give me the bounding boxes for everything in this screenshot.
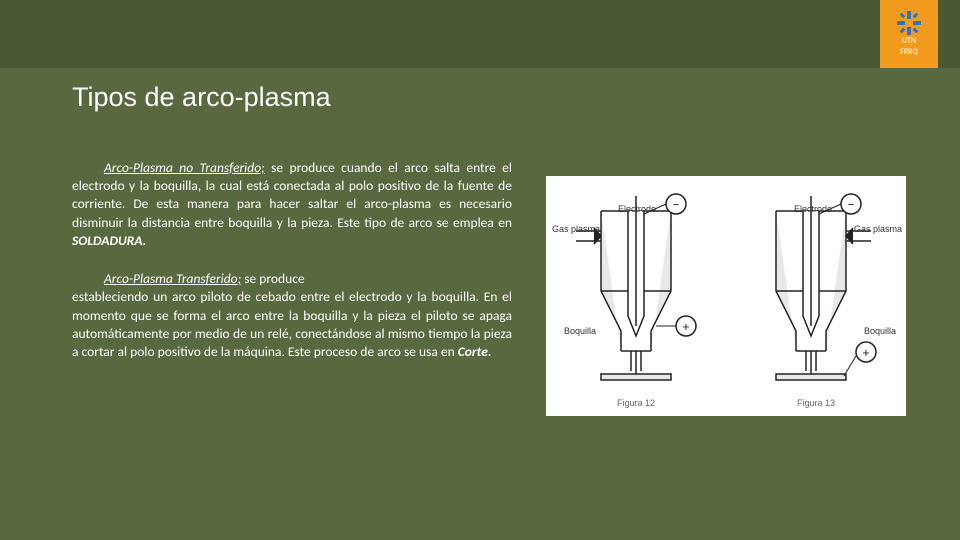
logo-badge: UTN FRRQ xyxy=(880,0,938,68)
svg-text:−: − xyxy=(673,196,680,213)
svg-text:+: + xyxy=(863,346,870,361)
label-boquilla-r: Boquilla xyxy=(864,326,896,336)
label-boquilla-l: Boquilla xyxy=(564,326,596,336)
paragraph-1: Arco-Plasma no Transferido; se produce c… xyxy=(72,159,512,250)
content-area: Tipos de arco-plasma Arco-Plasma no Tran… xyxy=(72,82,920,510)
figure-12: − + Electrodo Gas plasma Boquilla Figura… xyxy=(546,176,726,416)
label-gas-r: Gas plasma xyxy=(854,224,902,234)
figure-13-caption: Figura 13 xyxy=(726,398,906,408)
figure-12-caption: Figura 12 xyxy=(546,398,726,408)
label-electrodo-r: Electrodo xyxy=(794,204,832,214)
para1-bold: SOLDADURA. xyxy=(72,232,146,249)
figure-column: − + Electrodo Gas plasma Boquilla Figura… xyxy=(532,82,920,510)
utn-logo-icon xyxy=(897,11,921,35)
slide-title: Tipos de arco-plasma xyxy=(72,82,512,113)
para2-lead: se produce xyxy=(241,270,304,287)
logo-text-line1: UTN xyxy=(902,37,916,46)
header-band xyxy=(0,0,960,68)
svg-text:+: + xyxy=(683,320,690,335)
logo-text-line2: FRRQ xyxy=(900,48,918,57)
label-electrodo-l: Electrodo xyxy=(618,204,656,214)
figure-13: − + Electrodo Gas plasma Boquilla Figura… xyxy=(726,176,906,416)
paragraph-2: Arco-Plasma Transferido; se produceestab… xyxy=(72,270,512,361)
svg-text:−: − xyxy=(848,196,855,213)
para2-body: estableciendo un arco piloto de cebado e… xyxy=(72,288,512,360)
label-gas-l: Gas plasma xyxy=(552,224,600,234)
figure-panel: − + Electrodo Gas plasma Boquilla Figura… xyxy=(546,176,906,416)
text-column: Tipos de arco-plasma Arco-Plasma no Tran… xyxy=(72,82,512,510)
term-2: Arco-Plasma Transferido; xyxy=(104,270,241,287)
term-1: Arco-Plasma no Transferido; xyxy=(104,159,265,176)
para2-bold: Corte. xyxy=(458,343,492,360)
